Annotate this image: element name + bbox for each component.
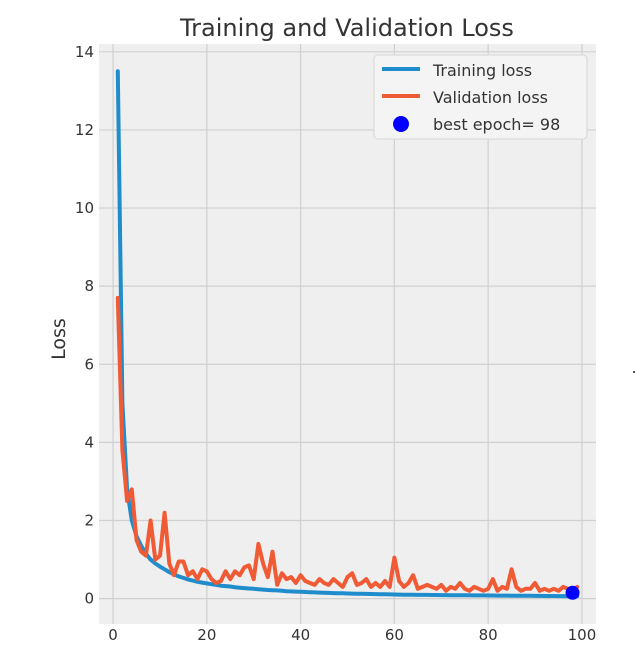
x-tick-label: 80 — [479, 626, 498, 644]
y-tick-label: 2 — [84, 511, 94, 529]
x-tick-label: 100 — [568, 626, 597, 644]
chart-title: Training and Validation Loss — [179, 14, 514, 42]
best-marker-group — [565, 585, 580, 600]
legend-best-label: best epoch= 98 — [433, 115, 560, 134]
x-tick-label: 60 — [385, 626, 404, 644]
plot-background — [99, 44, 596, 624]
grid — [99, 44, 596, 624]
legend-best-marker — [393, 116, 409, 132]
training-loss-line — [115, 69, 580, 599]
legend-box — [373, 54, 588, 140]
x-tick-labels: 0 20 40 60 80 100 — [108, 626, 596, 644]
validation-loss-line — [115, 295, 580, 593]
legend-validation-label: Validation loss — [433, 88, 548, 107]
y-tick-labels: 0 2 4 6 8 10 12 14 — [75, 43, 94, 608]
y-tick-label: 8 — [84, 277, 94, 295]
legend: Training loss Validation loss best epoch… — [373, 54, 588, 140]
legend-training-label: Training loss — [432, 61, 532, 80]
y-tick-label: 14 — [75, 43, 94, 61]
y-tick-label: 0 — [84, 590, 94, 608]
x-tick-label: 0 — [108, 626, 118, 644]
y-tick-label: 6 — [84, 355, 94, 373]
y-tick-label: 12 — [75, 121, 94, 139]
series-lines — [115, 69, 580, 599]
best-epoch-marker — [565, 585, 580, 600]
y-tick-label: 4 — [84, 433, 94, 451]
stray-mark — [633, 371, 635, 373]
x-tick-label: 20 — [197, 626, 216, 644]
y-tick-label: 10 — [75, 199, 94, 217]
y-axis-label: Loss — [48, 318, 70, 360]
x-tick-label: 40 — [291, 626, 310, 644]
